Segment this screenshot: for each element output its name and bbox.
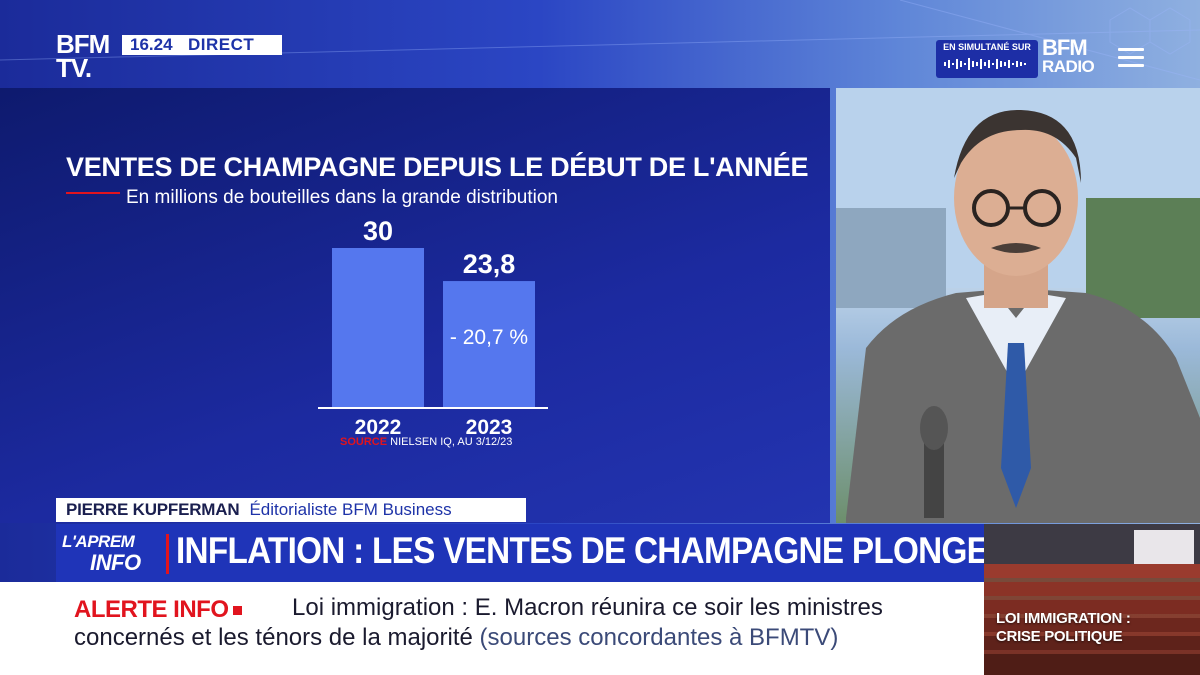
show-logo: L'APREM INFO xyxy=(62,530,162,576)
change-annotation: - 20,7 % xyxy=(450,326,528,349)
inset-caption: LOI IMMIGRATION : CRISE POLITIQUE xyxy=(996,610,1131,646)
alert-label: ALERTE INFO xyxy=(74,596,242,624)
bfm-radio-logo: BFM RADIO xyxy=(1042,35,1095,77)
alert-square-icon xyxy=(232,606,242,616)
simulcast-label: EN SIMULTANÉ SUR xyxy=(943,42,1031,52)
speaker-name-bar: PIERRE KUPFERMAN Éditorialiste BFM Busin… xyxy=(56,498,526,522)
radio-logo-line-1: BFM xyxy=(1042,35,1088,60)
headline-divider xyxy=(166,534,169,574)
headline-bar: L'APREM INFO INFLATION : LES VENTES DE C… xyxy=(56,524,1032,582)
live-status: DIRECT xyxy=(188,35,255,54)
chart-subtitle: En millions de bouteilles dans la grande… xyxy=(126,187,558,208)
audio-wave-icon xyxy=(944,58,1026,70)
show-logo-line-1: L'APREM xyxy=(62,532,135,551)
bar-value-label: 30 xyxy=(363,216,393,246)
source-text: NIELSEN IQ, AU 3/12/23 xyxy=(387,436,513,448)
speaker-name: PIERRE KUPFERMAN xyxy=(66,500,240,519)
ticker-line-1: Loi immigration : E. Macron réunira ce s… xyxy=(292,594,883,621)
hamburger-menu-icon[interactable] xyxy=(1118,48,1144,68)
ticker-line-2: concernés et les ténors de la majorité (… xyxy=(74,624,838,652)
headline: INFLATION : LES VENTES DE CHAMPAGNE PLON… xyxy=(176,530,1032,571)
bar-value-label: 23,8 xyxy=(463,249,516,279)
source-label: SOURCE xyxy=(340,436,388,448)
inset-caption-line-2: CRISE POLITIQUE xyxy=(996,628,1123,645)
time-badge: 16.24 DIRECT xyxy=(122,35,282,55)
assembly-image xyxy=(984,524,1200,675)
inset-video: LOI IMMIGRATION : CRISE POLITIQUE xyxy=(984,524,1200,675)
chart-source: SOURCE NIELSEN IQ, AU 3/12/23 xyxy=(340,436,512,448)
inset-caption-line-1: LOI IMMIGRATION : xyxy=(996,610,1131,627)
radio-logo-line-2: RADIO xyxy=(1042,57,1095,76)
logo-line-2: TV. xyxy=(56,53,92,83)
presenter-video xyxy=(836,88,1200,523)
title-accent-rule xyxy=(66,192,120,194)
category-label: 2023 xyxy=(466,416,513,439)
news-ticker: ALERTE INFO Loi immigration : E. Macron … xyxy=(0,582,984,675)
alert-label-text: ALERTE INFO xyxy=(74,596,229,623)
ticker-line-2-text: concernés et les ténors de la majorité xyxy=(74,624,473,651)
simulcast-badge: EN SIMULTANÉ SUR xyxy=(936,40,1038,78)
presenter-figure xyxy=(836,88,1200,523)
clock-time: 16.24 xyxy=(130,35,173,54)
speaker-role: Éditorialiste BFM Business xyxy=(249,500,452,519)
logo-line-1: BFM xyxy=(56,29,110,59)
bfmtv-logo: BFM TV. xyxy=(56,29,118,84)
show-logo-line-2: INFO xyxy=(90,550,141,575)
bar-2023 xyxy=(443,281,535,408)
category-label: 2022 xyxy=(355,416,402,439)
chart-panel: VENTES DE CHAMPAGNE DEPUIS LE DÉBUT DE L… xyxy=(0,88,830,523)
bar-chart: 30 2022 23,8 2023 - 20,7 % xyxy=(318,216,548,439)
ticker-source: (sources concordantes à BFMTV) xyxy=(479,624,839,651)
chart-title: VENTES DE CHAMPAGNE DEPUIS LE DÉBUT DE L… xyxy=(66,152,809,182)
bar-2022 xyxy=(332,248,424,408)
